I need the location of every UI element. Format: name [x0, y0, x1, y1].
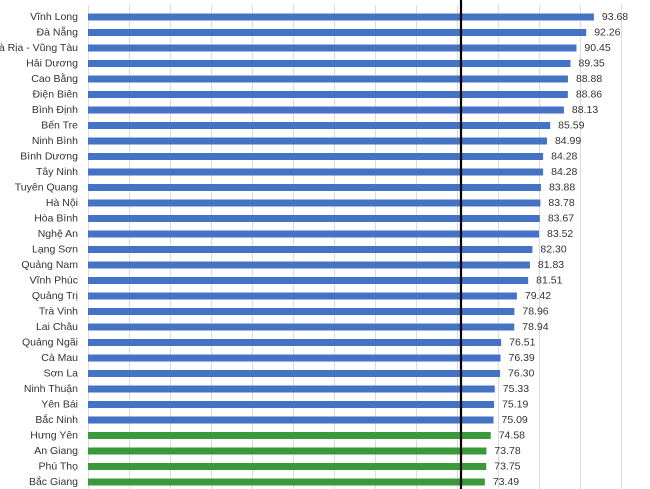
- value-label: 89.35: [578, 57, 604, 69]
- value-label: 73.78: [494, 445, 520, 457]
- category-label: Vĩnh Phúc: [30, 274, 78, 286]
- bar: [88, 60, 571, 67]
- bar: [88, 354, 501, 362]
- bar: [88, 199, 541, 207]
- category-label: An Giang: [34, 445, 78, 457]
- category-label: Ninh Bình: [32, 135, 78, 147]
- bar: [88, 463, 487, 470]
- value-label: 88.88: [576, 73, 602, 85]
- bar: [88, 106, 564, 114]
- bar: [88, 246, 533, 253]
- value-label: 85.59: [558, 119, 584, 131]
- bar: [88, 339, 502, 346]
- value-label: 74.58: [499, 429, 525, 441]
- value-label: 88.86: [576, 88, 602, 100]
- category-label: Hòa Bình: [34, 212, 78, 224]
- category-label: Vĩnh Long: [30, 11, 78, 23]
- bar: [88, 416, 494, 424]
- value-label: 88.13: [572, 104, 598, 116]
- bar: [88, 478, 485, 486]
- value-label: 83.88: [549, 181, 575, 193]
- value-label: 73.75: [494, 460, 520, 472]
- bar: [88, 29, 587, 36]
- bar: [88, 447, 487, 455]
- bar: [88, 323, 515, 331]
- value-label: 92.26: [594, 26, 620, 38]
- category-label: à Rịa - Vũng Tàu: [0, 42, 78, 54]
- bar: [88, 215, 540, 222]
- value-label: 79.42: [525, 290, 551, 302]
- value-label: 90.45: [584, 42, 610, 54]
- bar: [88, 184, 541, 191]
- bar: [88, 75, 568, 83]
- bar: [88, 44, 577, 52]
- category-label: Bến Tre: [41, 119, 78, 131]
- value-label: 76.51: [509, 336, 535, 348]
- bar: [88, 168, 544, 176]
- category-label: Quảng Nam: [21, 259, 78, 271]
- category-label: Cao Bằng: [31, 72, 78, 85]
- value-label: 76.39: [509, 352, 535, 364]
- bar: [88, 153, 544, 160]
- bar: [88, 91, 568, 98]
- value-label: 84.99: [555, 135, 581, 147]
- bar: [88, 308, 515, 315]
- value-label: 83.52: [547, 228, 573, 240]
- bar: [88, 277, 529, 284]
- category-label: Tây Ninh: [36, 166, 78, 178]
- value-label: 73.49: [493, 476, 519, 488]
- category-label: Sơn La: [44, 367, 78, 379]
- bar: [88, 230, 540, 238]
- bar: [88, 261, 530, 269]
- bar: [88, 13, 594, 21]
- value-label: 78.96: [522, 305, 548, 317]
- category-label: Quảng Trị: [32, 290, 78, 302]
- category-label: Bắc Giang: [29, 475, 78, 488]
- bar: [88, 401, 495, 408]
- value-label: 81.83: [538, 259, 564, 271]
- category-label: Hưng Yên: [30, 429, 78, 441]
- value-label: 75.33: [503, 383, 529, 395]
- category-label: Hải Dương: [26, 57, 78, 69]
- category-label: Điện Biên: [32, 88, 78, 100]
- category-label: Đà Nẵng: [37, 25, 79, 38]
- category-label: Bình Định: [32, 104, 78, 116]
- value-label: 84.28: [551, 150, 577, 162]
- category-label: Nghệ An: [38, 228, 78, 240]
- value-label: 93.68: [602, 11, 628, 23]
- value-label: 75.09: [501, 414, 527, 426]
- category-label: Lạng Sơn: [32, 243, 78, 255]
- category-label: Cà Mau: [41, 352, 78, 364]
- value-label: 81.51: [536, 274, 562, 286]
- bar: [88, 385, 495, 393]
- category-label: Bình Dương: [20, 150, 78, 162]
- category-label: Ninh Thuận: [24, 383, 78, 395]
- value-label: 83.67: [548, 212, 574, 224]
- bar: [88, 292, 517, 300]
- value-label: 75.19: [502, 398, 528, 410]
- bar: [88, 370, 501, 377]
- category-label: Yên Bái: [41, 398, 78, 410]
- value-label: 83.78: [548, 197, 574, 209]
- value-label: 84.28: [551, 166, 577, 178]
- category-label: Lai Châu: [36, 321, 78, 333]
- category-label: Trà Vinh: [39, 305, 78, 317]
- value-label: 78.94: [522, 321, 548, 333]
- category-label: Tuyên Quang: [15, 181, 78, 193]
- bar: [88, 432, 491, 439]
- category-label: Quảng Ngãi: [22, 336, 78, 348]
- category-label: Phú Thọ: [38, 460, 78, 472]
- value-label: 82.30: [540, 243, 566, 255]
- value-label: 76.30: [508, 367, 534, 379]
- bar: [88, 137, 547, 145]
- category-label: Bắc Ninh: [35, 413, 78, 426]
- category-label: Hà Nội: [46, 197, 78, 209]
- bar: [88, 122, 551, 129]
